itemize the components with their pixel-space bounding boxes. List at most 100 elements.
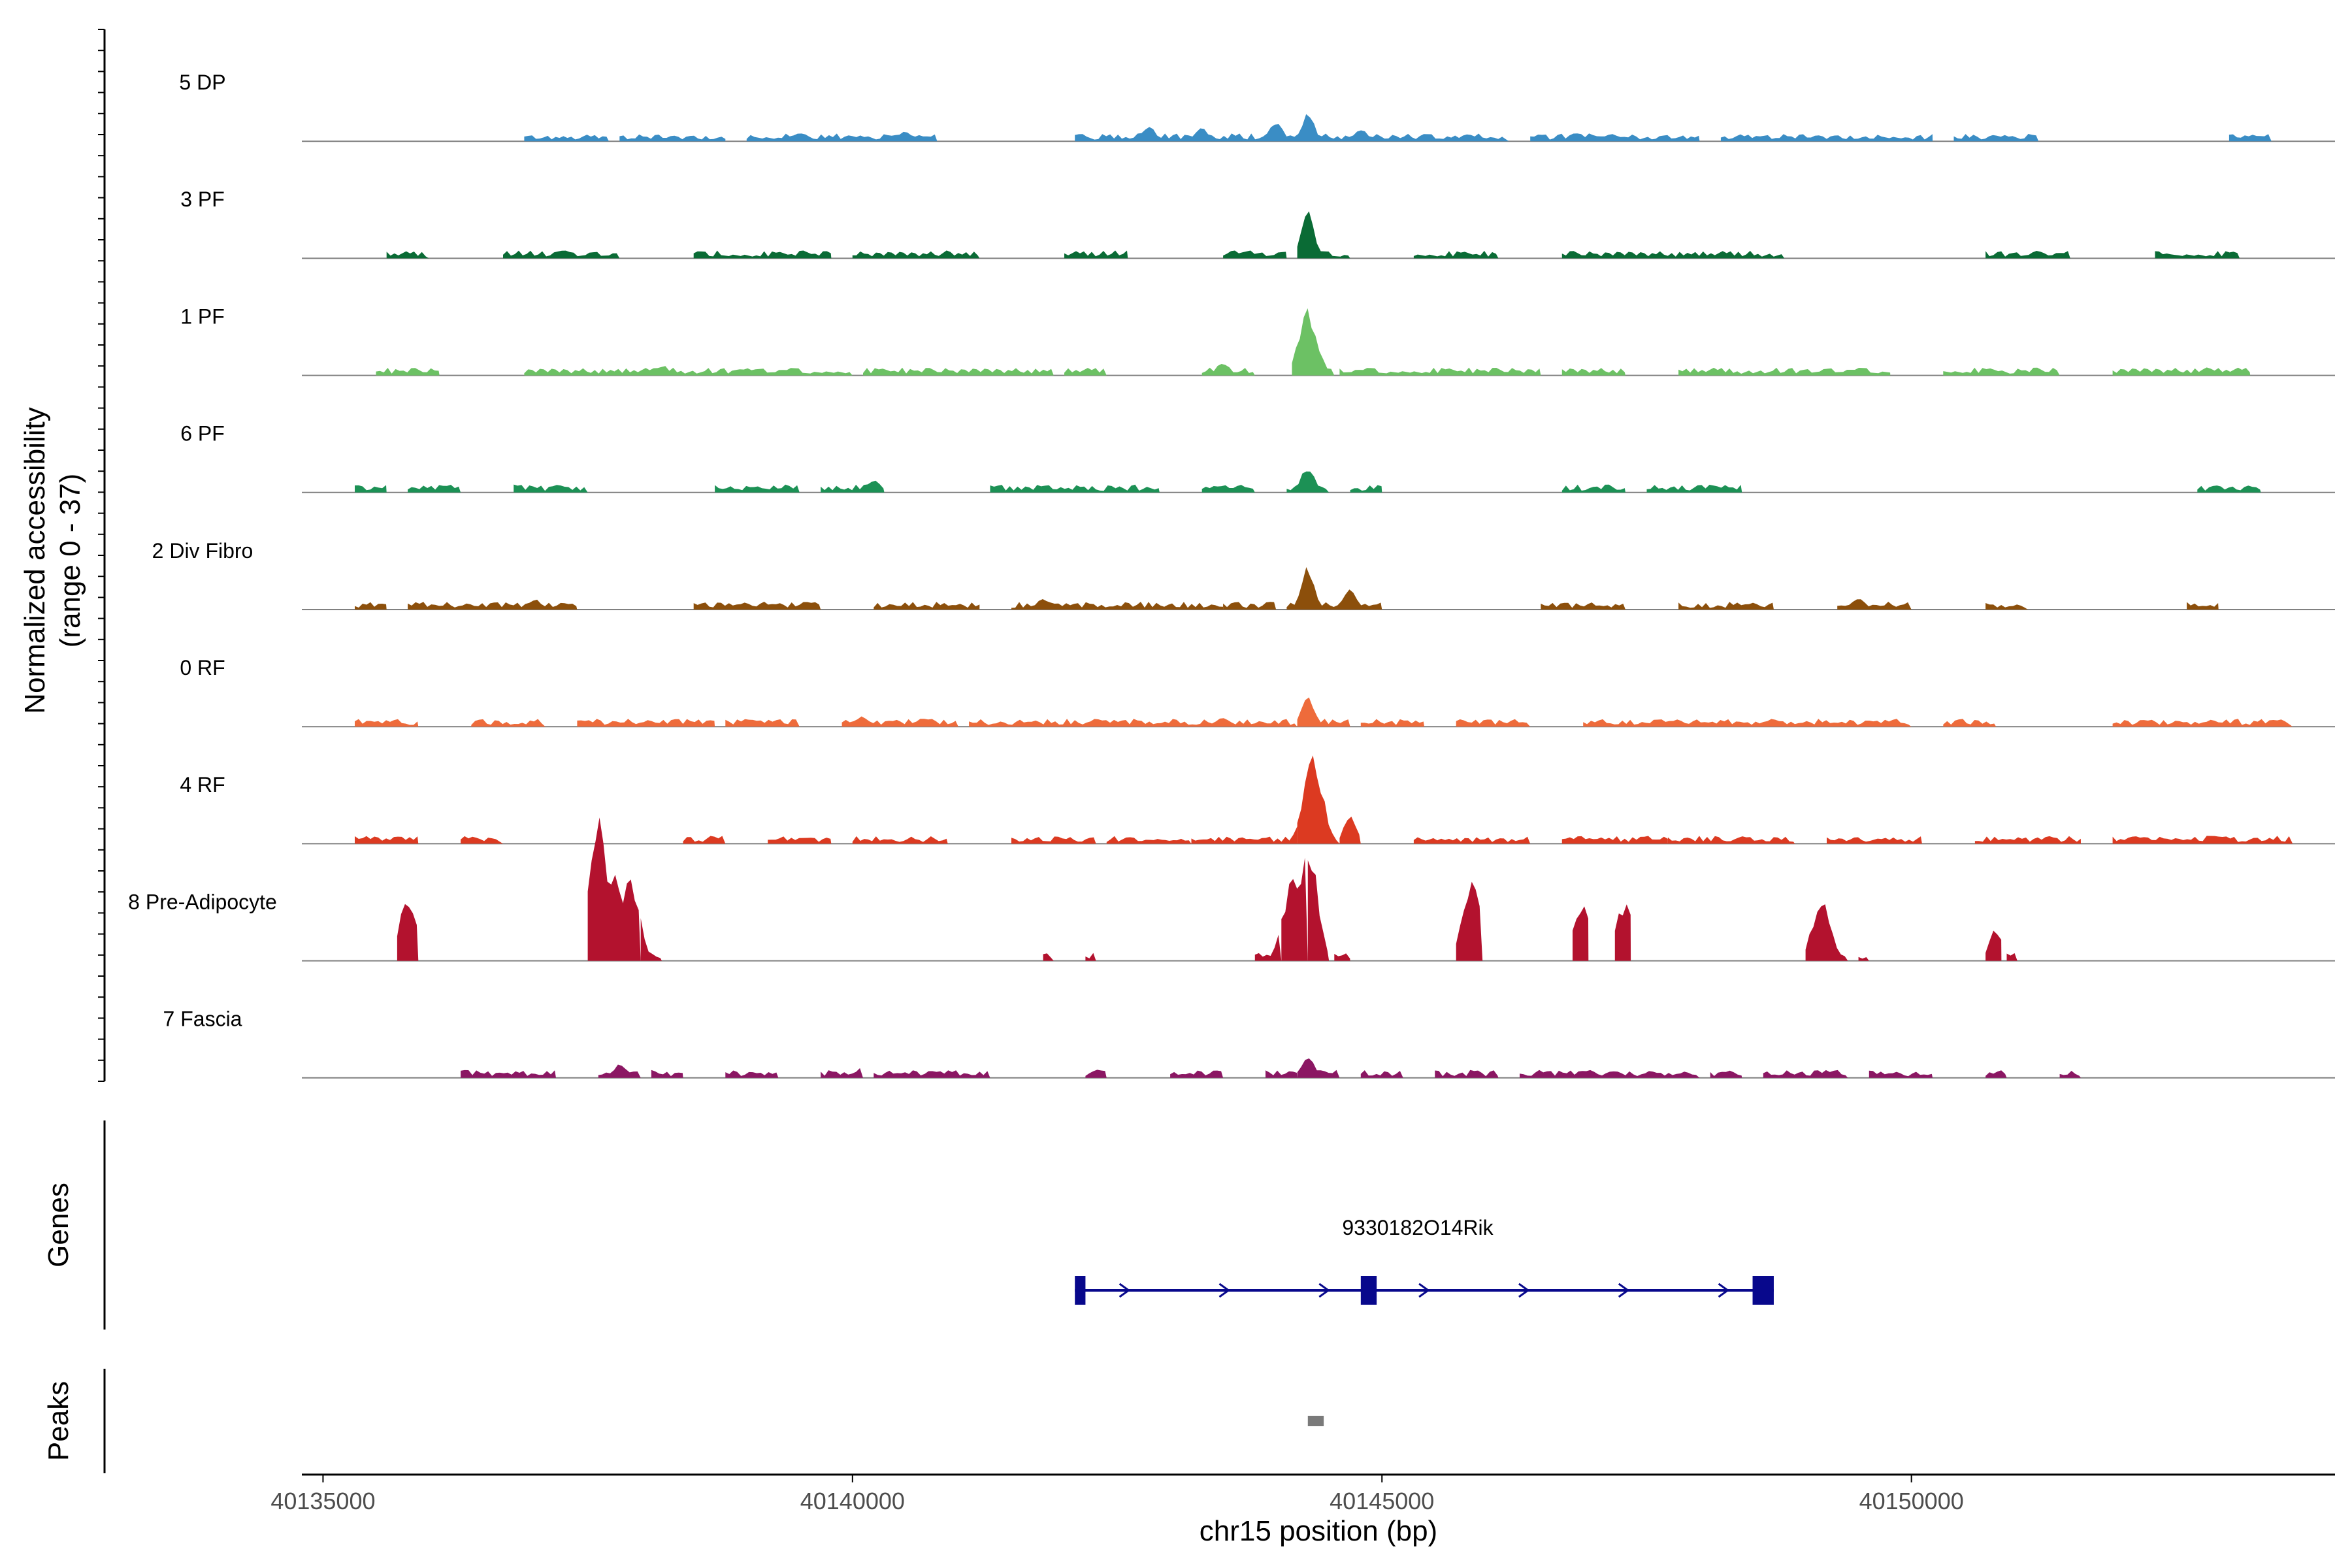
- coverage-area: [1413, 250, 1499, 259]
- coverage-area: [1985, 251, 2070, 259]
- coverage-area: [577, 719, 715, 727]
- x-axis-title: chr15 position (bp): [1200, 1515, 1437, 1547]
- coverage-area: [1085, 953, 1096, 961]
- strand-arrow: [1618, 1282, 1630, 1298]
- track-label: 2 Div Fibro: [152, 539, 253, 563]
- coverage-area: [1678, 602, 1774, 610]
- coverage-area: [2187, 602, 2219, 610]
- coverage-area: [1307, 860, 1330, 961]
- coverage-area: [1678, 367, 1891, 376]
- coverage-area: [1223, 250, 1287, 259]
- coverage-area: [2112, 367, 2251, 376]
- coverage-area: [1360, 1070, 1403, 1078]
- track-label: 7 Fascia: [163, 1007, 242, 1031]
- coverage-area: [2112, 719, 2293, 727]
- track-2: 3 PF: [180, 188, 2335, 259]
- coverage-area: [1297, 1058, 1340, 1078]
- track-label: 0 RF: [180, 656, 225, 679]
- coverage-area: [1350, 485, 1382, 493]
- coverage-area: [1573, 906, 1589, 961]
- strand-arrow: [1518, 1282, 1530, 1298]
- coverage-area: [1281, 857, 1308, 961]
- coverage-area: [1827, 836, 1922, 844]
- coverage-area: [841, 716, 958, 727]
- coverage-area: [2229, 134, 2272, 142]
- coverage-area: [852, 250, 980, 259]
- coverage-area: [1763, 1070, 1848, 1078]
- coverage-area: [1064, 250, 1128, 259]
- coverage-area: [1667, 836, 1795, 844]
- coverage-area: [1561, 484, 1625, 493]
- coverage-area: [969, 718, 1298, 727]
- coverage-area: [1974, 836, 2081, 844]
- coverage-area: [1360, 719, 1425, 727]
- coverage-area: [863, 367, 1054, 376]
- coverage-area: [1985, 1070, 2007, 1078]
- track-8: 8 Pre-Adipocyte: [128, 817, 2335, 962]
- track-9: 7 Fascia: [163, 1007, 2335, 1079]
- coverage-tracks: 5 DP 3 PF 1 PF 6 PF 2 Div Fibro 0 RF 4 RF 8 Pre…: [98, 29, 2335, 1082]
- coverage-area: [2197, 485, 2261, 493]
- strand-arrow: [1418, 1282, 1430, 1298]
- coverage-area: [1339, 367, 1541, 376]
- coverage-area: [651, 1070, 683, 1078]
- coverage-area: [2155, 251, 2240, 259]
- coverage-area: [1254, 934, 1282, 961]
- coverage-area: [1583, 719, 1912, 727]
- coverage-area: [821, 1068, 863, 1078]
- coverage-area: [1858, 956, 1869, 961]
- track-label: 4 RF: [180, 773, 225, 796]
- strand-arrow: [1718, 1282, 1730, 1298]
- coverage-area: [1646, 485, 1742, 493]
- coverage-area: [1435, 1070, 1499, 1078]
- coverage-area: [503, 250, 620, 259]
- coverage-area: [2112, 836, 2293, 844]
- coverage-area: [355, 485, 387, 493]
- coverage-area: [471, 719, 546, 727]
- peaks-panel: [103, 1369, 1324, 1473]
- coverage-area: [1561, 836, 1668, 844]
- coverage-area: [715, 484, 800, 493]
- gene-exon: [1752, 1276, 1774, 1305]
- coverage-area: [2006, 953, 2017, 961]
- coverage-area: [874, 1070, 990, 1078]
- coverage-area: [524, 135, 609, 142]
- coverage-area: [1292, 308, 1335, 376]
- coverage-area: [1266, 1070, 1298, 1078]
- y-axis-label-line2: (range 0 - 37): [54, 474, 86, 648]
- coverage-area: [1413, 836, 1531, 844]
- peaks-panel-label: Peaks: [42, 1381, 74, 1461]
- y-axis-label-line1: Normalized accessibility: [19, 407, 51, 713]
- strand-arrow: [1119, 1282, 1131, 1298]
- coverage-area: [746, 131, 938, 142]
- coverage-area: [397, 904, 419, 961]
- coverage-area: [693, 602, 821, 610]
- coverage-area: [1561, 368, 1625, 376]
- genes-panel-label: Genes: [42, 1183, 74, 1267]
- coverage-area: [1334, 953, 1350, 961]
- strand-arrow: [1218, 1282, 1231, 1298]
- coverage-area: [693, 250, 832, 259]
- track-5: 2 Div Fibro: [152, 539, 2335, 610]
- coverage-area: [355, 602, 387, 610]
- track-6: 0 RF: [180, 656, 2335, 728]
- coverage-area: [1456, 881, 1483, 961]
- x-tick-label: 40135000: [270, 1488, 375, 1514]
- coverage-area: [1106, 836, 1192, 844]
- coverage-area: [1530, 133, 1700, 142]
- x-tick-label: 40150000: [1859, 1488, 1964, 1514]
- track-7: 4 RF: [180, 755, 2335, 845]
- track-3: 1 PF: [180, 304, 2335, 376]
- coverage-area: [683, 836, 726, 844]
- gene-label: 9330182O14Rik: [1342, 1216, 1494, 1239]
- coverage-area: [1561, 250, 1785, 259]
- coverage-area: [408, 599, 578, 610]
- coverage-area: [1943, 719, 1997, 727]
- coverage-area: [355, 836, 419, 844]
- coverage-area: [1191, 826, 1298, 844]
- coverage-area: [725, 1070, 779, 1078]
- track-label: 3 PF: [180, 188, 225, 211]
- coverage-area: [355, 719, 419, 727]
- coverage-area: [1043, 953, 1054, 961]
